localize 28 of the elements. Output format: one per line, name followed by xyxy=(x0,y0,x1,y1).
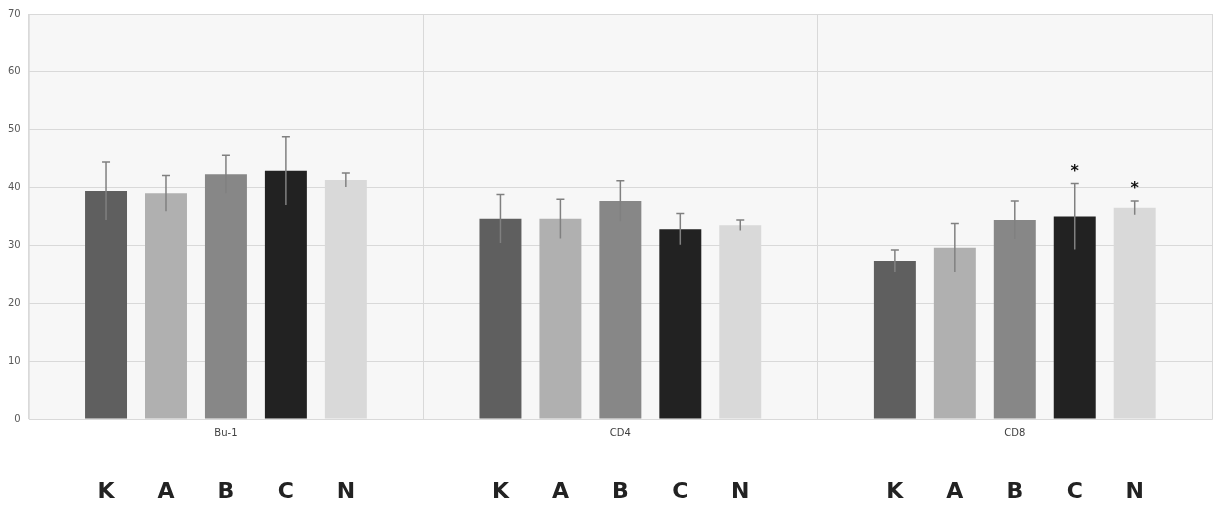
y-tick-label: 30 xyxy=(7,239,21,251)
y-tick-label: 20 xyxy=(7,296,21,308)
text: N xyxy=(731,477,750,503)
text: A xyxy=(946,477,964,503)
text: B xyxy=(611,477,629,503)
text: B xyxy=(217,477,235,503)
y-tick-label: 50 xyxy=(7,123,21,135)
text: K xyxy=(97,477,116,503)
x-tick-label: Bu-1 xyxy=(214,426,238,438)
y-tick-label: 10 xyxy=(7,354,21,366)
y-tick-label: 0 xyxy=(14,412,21,424)
text: K xyxy=(491,477,509,503)
text: B xyxy=(1006,477,1024,503)
text: A xyxy=(157,477,175,503)
text: N xyxy=(1125,477,1144,503)
annotation: * xyxy=(1130,178,1140,198)
y-tick-label: 60 xyxy=(7,65,21,77)
y-tick-label: 70 xyxy=(7,7,21,19)
text: C xyxy=(277,477,294,503)
x-tick-label: CD8 xyxy=(1004,426,1026,438)
text: K xyxy=(886,477,904,503)
text: C xyxy=(1066,477,1083,503)
text: N xyxy=(336,477,356,503)
x-tick-label: CD4 xyxy=(609,426,631,438)
text: C xyxy=(672,477,689,503)
text: A xyxy=(551,477,569,503)
annotation: * xyxy=(1070,160,1080,180)
y-tick-label: 40 xyxy=(7,181,21,193)
